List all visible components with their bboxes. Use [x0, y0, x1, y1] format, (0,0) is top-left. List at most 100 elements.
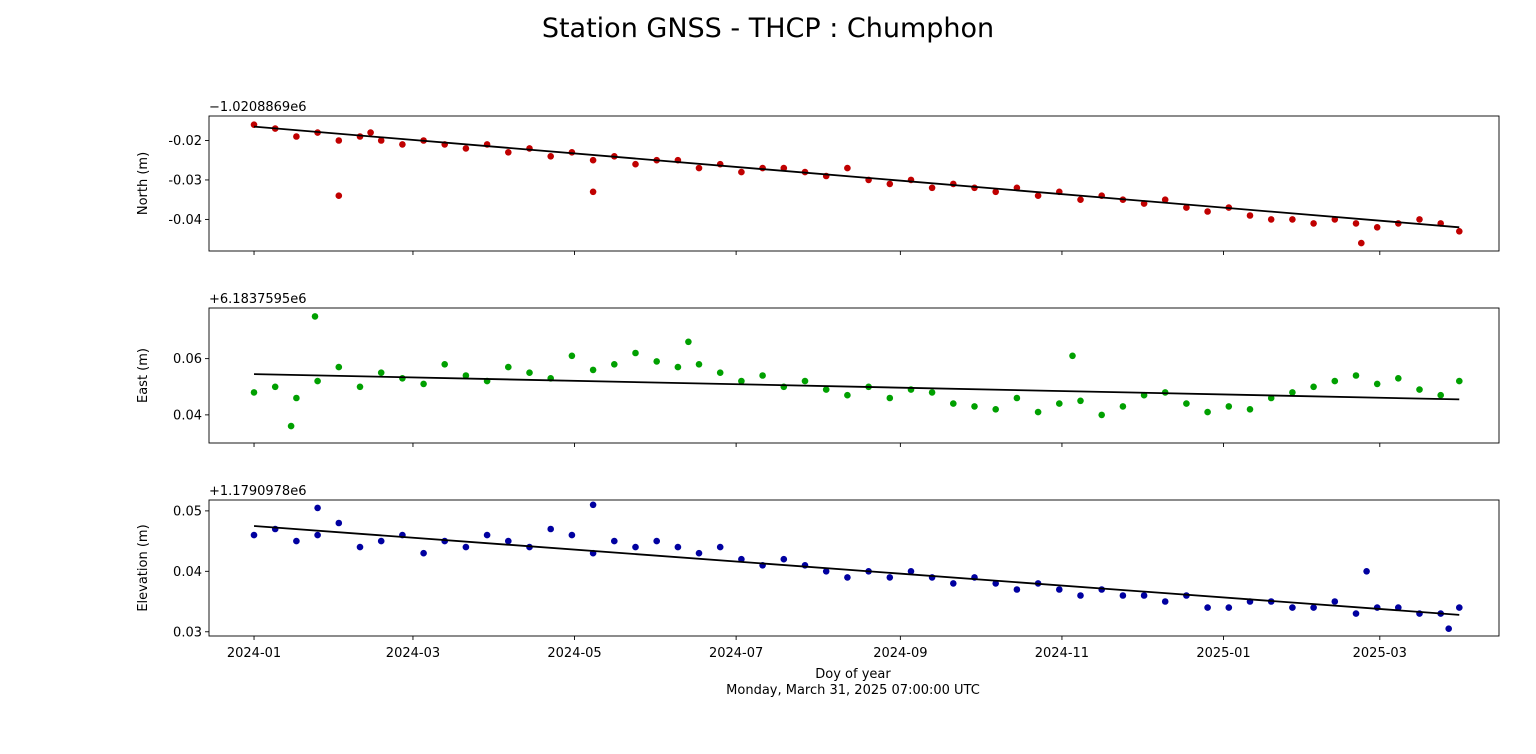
x-tick-label: 2024-03: [386, 646, 440, 661]
north-point: [950, 180, 957, 188]
east-point: [632, 349, 639, 357]
east-point: [950, 400, 957, 407]
elevation-point: [1352, 610, 1360, 617]
east-points: [250, 313, 1463, 430]
elevation-point: [695, 549, 703, 557]
north-point: [399, 141, 406, 148]
east-panel: 0.06 0.04 +6.1837595e6 East (m): [136, 292, 1500, 447]
north-trend-line: [253, 125, 1460, 229]
x-axis-label: Doy of year: [815, 667, 891, 682]
elevation-point: [589, 501, 597, 509]
north-point: [377, 137, 385, 144]
east-point: [971, 403, 978, 410]
elevation-trend-line: [253, 525, 1460, 616]
north-point: [1077, 196, 1084, 203]
east-point: [738, 377, 745, 385]
east-point: [685, 338, 692, 346]
elevation-y-axis-label: Elevation (m): [136, 524, 151, 611]
east-point: [589, 366, 597, 374]
x-tick-label: 2025-01: [1196, 646, 1250, 661]
elevation-point: [1119, 592, 1127, 599]
elevation-point: [1204, 604, 1211, 611]
north-point: [1034, 192, 1042, 199]
north-point: [695, 164, 703, 172]
elevation-point: [1013, 586, 1021, 593]
east-point: [271, 383, 279, 391]
east-point: [1246, 406, 1254, 413]
east-point: [611, 361, 618, 368]
elevation-point: [335, 519, 343, 527]
east-point: [1310, 383, 1317, 391]
east-point: [399, 375, 406, 382]
figure-title: Station GNSS - THCP : Chumphon: [542, 13, 994, 44]
east-y-tick-label: 0.06: [173, 352, 202, 367]
elevation-point: [780, 555, 788, 563]
east-point: [801, 377, 809, 385]
east-point: [1395, 375, 1402, 382]
elevation-point: [1373, 604, 1381, 611]
elevation-point: [1363, 568, 1370, 575]
east-point: [1352, 372, 1360, 379]
north-point: [886, 180, 894, 188]
figure-subtitle: Monday, March 31, 2025 07:00:00 UTC: [726, 683, 980, 698]
east-point: [716, 369, 724, 377]
east-point: [441, 361, 449, 368]
elevation-point: [886, 574, 894, 581]
east-point: [822, 386, 830, 393]
north-point: [462, 145, 470, 152]
east-point: [1204, 408, 1211, 416]
north-y-tick-label: -0.02: [168, 134, 202, 149]
north-point: [1161, 196, 1169, 203]
east-point: [1013, 394, 1021, 402]
north-point: [505, 149, 512, 156]
east-point: [1331, 377, 1339, 385]
elevation-point: [1161, 598, 1169, 605]
east-trend-line: [254, 373, 1460, 401]
x-tick-label: 2025-03: [1353, 646, 1407, 661]
elevation-point: [420, 549, 427, 557]
elevation-point: [716, 543, 724, 551]
elevation-point: [293, 537, 300, 545]
north-point: [335, 192, 343, 199]
east-point: [568, 352, 576, 360]
north-point: [1395, 220, 1402, 227]
east-point: [1056, 400, 1063, 407]
east-point: [526, 369, 533, 377]
elevation-point: [314, 504, 321, 512]
north-y-tick-label: -0.03: [168, 173, 202, 188]
elevation-point: [738, 555, 745, 563]
north-point: [928, 184, 936, 192]
east-point: [992, 406, 999, 413]
east-point: [1437, 391, 1444, 399]
elevation-point: [547, 525, 554, 533]
elevation-point: [674, 543, 682, 551]
north-point: [992, 188, 999, 196]
east-point: [695, 361, 703, 368]
east-point: [1456, 377, 1463, 385]
elevation-point: [462, 543, 470, 551]
elevation-point: [907, 568, 915, 575]
north-points: [250, 121, 1463, 247]
east-point: [844, 391, 851, 399]
elevation-point: [483, 531, 491, 539]
north-y-tick-label: -0.04: [168, 213, 202, 228]
elevation-point: [250, 531, 258, 539]
east-y-axis-label: East (m): [136, 348, 151, 403]
north-point: [1267, 216, 1275, 223]
east-point: [1077, 397, 1084, 405]
elevation-point: [950, 580, 957, 587]
north-point: [1352, 220, 1360, 227]
elevation-point: [653, 537, 660, 545]
elevation-point: [1395, 604, 1402, 611]
east-point: [1098, 411, 1105, 419]
east-point: [886, 394, 894, 402]
east-point: [335, 363, 343, 371]
east-point: [420, 380, 427, 388]
elevation-axes-frame: [208, 499, 1500, 637]
north-point: [1456, 228, 1463, 235]
north-point: [1310, 220, 1317, 227]
north-axes-frame: [208, 115, 1500, 252]
elevation-point: [568, 531, 576, 539]
elevation-panel: 0.05 0.04 0.03 2024-01 2024-03 2024-05 2024-07…: [136, 484, 1500, 661]
